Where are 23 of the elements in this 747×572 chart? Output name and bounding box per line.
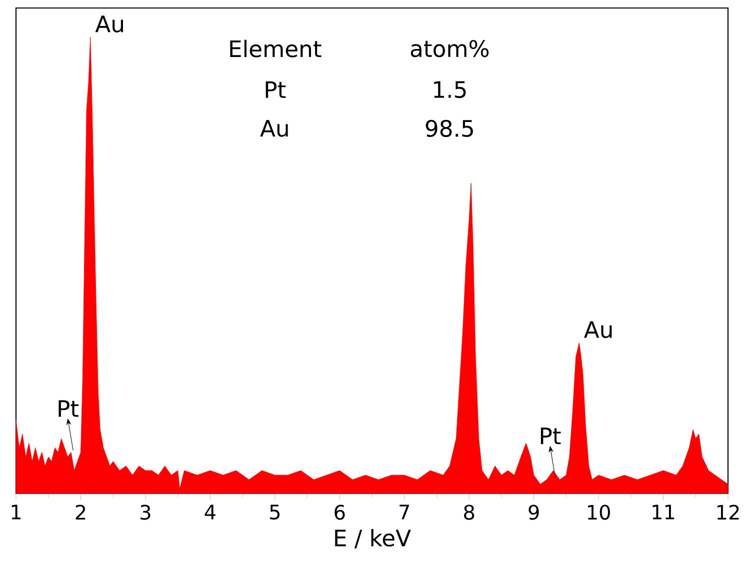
annotation: Au <box>584 321 612 338</box>
x-tick-label: 1 <box>12 504 21 520</box>
x-tick-label: 2 <box>76 504 86 520</box>
x-tick-label: 5 <box>270 504 280 520</box>
annotation: Au <box>260 120 288 137</box>
annotation: Pt <box>58 400 79 417</box>
x-tick-label: 6 <box>334 504 345 520</box>
annotation: 1.5 <box>434 81 466 98</box>
x-tick-label: 7 <box>400 504 410 520</box>
annotation: atom% <box>410 40 489 58</box>
annotation: Pt <box>266 81 286 98</box>
x-tick-label: 10 <box>588 504 610 520</box>
x-tick-label: 11 <box>652 504 674 520</box>
annotation: Element <box>230 40 322 58</box>
x-axis-title: E / keV <box>335 528 411 548</box>
x-tick-label: 9 <box>528 504 539 520</box>
annotation: 98.5 <box>426 120 473 137</box>
x-tick-label: 8 <box>464 504 474 520</box>
x-tick-label: 4 <box>204 504 216 520</box>
x-tick-label: 3 <box>140 504 150 520</box>
annotation: Au <box>95 16 123 32</box>
annotation: Pt <box>540 428 561 444</box>
x-tick-label: 12 <box>717 504 739 520</box>
